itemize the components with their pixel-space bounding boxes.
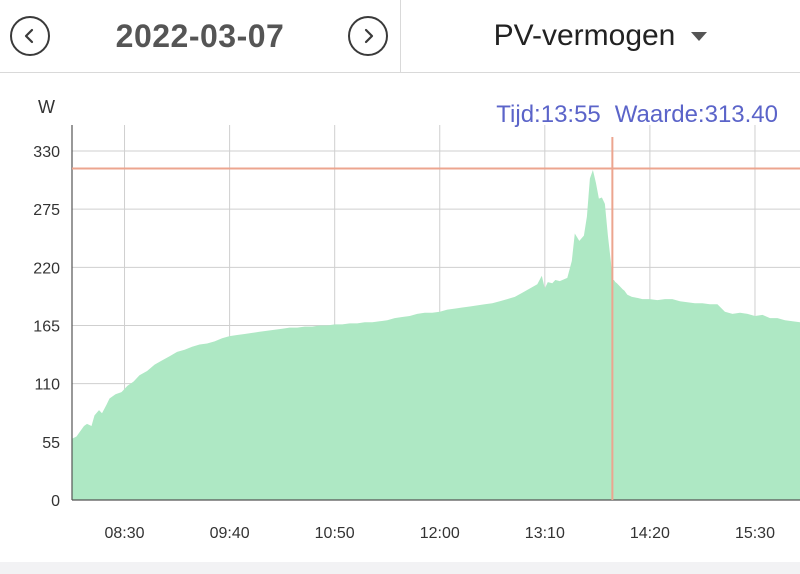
y-axis-unit-label: W bbox=[38, 97, 55, 117]
x-tick-label: 08:30 bbox=[105, 525, 145, 542]
chevron-left-icon bbox=[24, 28, 34, 44]
top-bar: 2022-03-07 PV-vermogen bbox=[0, 0, 800, 72]
y-tick-label: 0 bbox=[51, 493, 60, 510]
metric-dropdown-label: PV-vermogen bbox=[493, 19, 676, 52]
date-label[interactable]: 2022-03-07 bbox=[115, 18, 285, 54]
y-tick-label: 55 bbox=[42, 435, 60, 452]
x-tick-label: 14:20 bbox=[630, 525, 670, 542]
x-tick-label: 13:10 bbox=[525, 525, 565, 542]
chart-panel[interactable]: W Tijd:13:55 Waarde:313.40 0 55 110 165 220 27… bbox=[0, 73, 800, 562]
previous-day-button[interactable] bbox=[10, 16, 50, 56]
x-tick-label: 10:50 bbox=[315, 525, 355, 542]
x-tick-label: 09:40 bbox=[210, 525, 250, 542]
caret-down-icon bbox=[691, 31, 708, 41]
date-navigator: 2022-03-07 bbox=[0, 0, 400, 72]
crosshair-readout: Tijd:13:55 Waarde:313.40 bbox=[496, 101, 778, 129]
pv-power-chart[interactable]: 0 55 110 165 220 275 330 08:30 09:40 10:50 12:00 13… bbox=[0, 73, 800, 562]
x-tick-label: 12:00 bbox=[420, 525, 460, 542]
y-tick-label: 220 bbox=[33, 260, 60, 277]
header-divider bbox=[400, 0, 401, 72]
next-day-button[interactable] bbox=[348, 16, 388, 56]
readout-time: Tijd:13:55 bbox=[496, 101, 601, 128]
chevron-right-icon bbox=[364, 28, 374, 44]
x-tick-label: 15:30 bbox=[735, 525, 775, 542]
y-tick-label: 275 bbox=[33, 202, 60, 219]
pv-power-area bbox=[72, 170, 800, 500]
y-tick-label: 110 bbox=[34, 377, 60, 394]
header-bottom-divider bbox=[0, 72, 800, 73]
y-tick-label: 330 bbox=[33, 144, 60, 161]
y-tick-label: 165 bbox=[33, 319, 60, 336]
readout-value: Waarde:313.40 bbox=[614, 101, 778, 128]
metric-dropdown[interactable]: PV-vermogen bbox=[401, 0, 800, 72]
